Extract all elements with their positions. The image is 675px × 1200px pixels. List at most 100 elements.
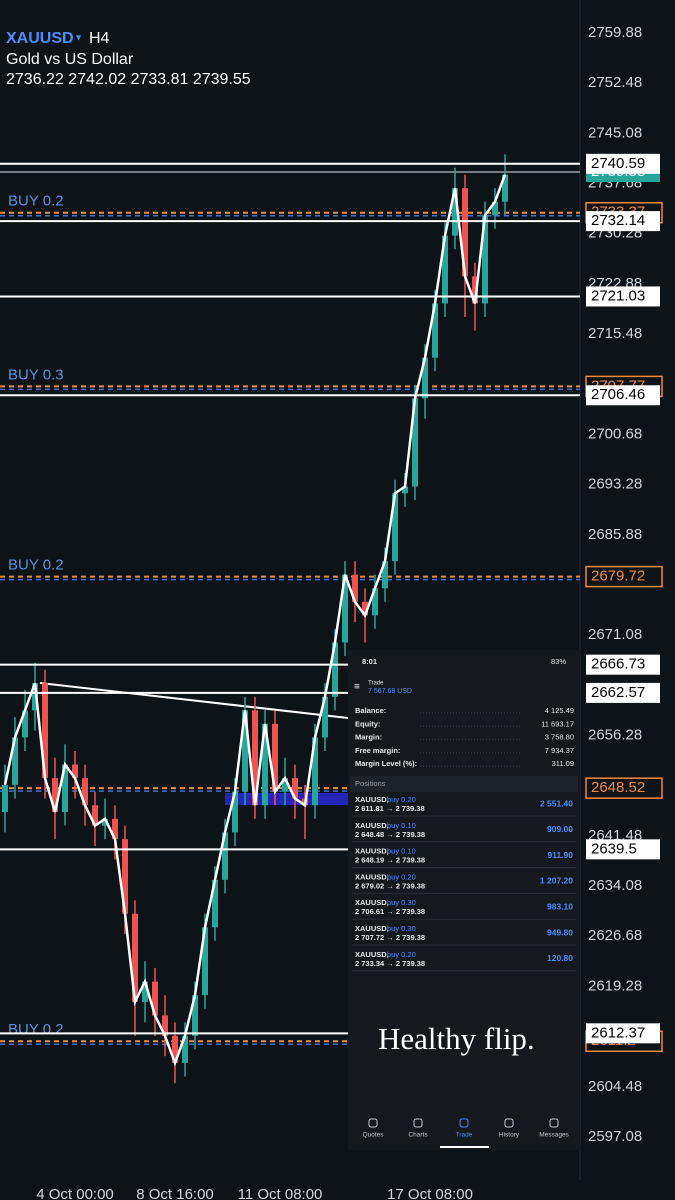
positions-title: Positions bbox=[355, 779, 386, 788]
position-symbol[interactable]: XAUUSD, bbox=[355, 950, 389, 959]
candle-body bbox=[92, 805, 98, 826]
candle-body bbox=[462, 188, 468, 277]
candle-body bbox=[372, 588, 378, 616]
candle-body bbox=[352, 574, 358, 602]
price-tick-label: 2619.28 bbox=[588, 977, 642, 994]
nav-label[interactable]: Messages bbox=[539, 1132, 569, 1139]
position-profit[interactable]: 909.00 bbox=[547, 824, 573, 834]
candle-body bbox=[242, 710, 248, 792]
position-prices[interactable]: 2 679.02 → 2 739.38 bbox=[355, 881, 425, 890]
order-label: BUY 0.2 bbox=[8, 557, 64, 574]
position-symbol[interactable]: XAUUSD, bbox=[355, 795, 389, 804]
account-value: 4 125.49 bbox=[545, 706, 574, 715]
position-symbol[interactable]: XAUUSD, bbox=[355, 872, 389, 881]
position-profit[interactable]: 911.90 bbox=[547, 850, 573, 860]
position-side[interactable]: buy 0.10 bbox=[387, 847, 416, 856]
position-side[interactable]: buy 0.20 bbox=[387, 795, 416, 804]
level-tag-label: 2639.5 bbox=[591, 840, 637, 857]
candle-body bbox=[232, 791, 238, 833]
position-prices[interactable]: 2 706.61 → 2 739.38 bbox=[355, 907, 425, 916]
candle-body bbox=[192, 995, 198, 1036]
candle-body bbox=[442, 235, 448, 304]
price-tick-label: 2626.68 bbox=[588, 927, 642, 944]
account-label: Equity: bbox=[355, 719, 380, 728]
nav-label[interactable]: History bbox=[499, 1132, 520, 1139]
candle-body bbox=[32, 683, 38, 711]
level-tag bbox=[586, 286, 660, 307]
position-symbol[interactable]: XAUUSD, bbox=[355, 821, 389, 830]
price-tag bbox=[585, 777, 663, 799]
position-side[interactable]: buy 0.30 bbox=[387, 898, 416, 907]
position-profit[interactable]: 983.10 bbox=[547, 901, 573, 911]
candle-body bbox=[122, 839, 128, 914]
trend-line bbox=[39, 682, 349, 719]
candle-body bbox=[492, 201, 498, 216]
nav-icon[interactable] bbox=[368, 1118, 378, 1128]
position-side[interactable]: buy 0.30 bbox=[387, 924, 416, 933]
candle-body bbox=[132, 913, 138, 1002]
level-tag bbox=[586, 839, 660, 860]
position-symbol[interactable]: XAUUSD, bbox=[355, 924, 389, 933]
level-tag bbox=[586, 211, 660, 232]
menu-icon[interactable]: ≡ bbox=[354, 682, 360, 693]
nav-label[interactable]: Trade bbox=[456, 1132, 473, 1139]
level-tag bbox=[586, 654, 660, 675]
position-prices[interactable]: 2 648.19 → 2 739.38 bbox=[355, 856, 425, 865]
candle-body bbox=[342, 574, 348, 643]
level-tag-label: 2662.57 bbox=[591, 684, 645, 701]
dropdown[interactable]: ▾ bbox=[76, 33, 81, 44]
candle-body bbox=[52, 778, 58, 813]
candle-body bbox=[62, 764, 68, 813]
account-label: Balance: bbox=[355, 706, 386, 715]
candle-body bbox=[412, 398, 418, 487]
candle-body bbox=[262, 723, 268, 806]
position-side[interactable]: buy 0.10 bbox=[387, 821, 416, 830]
candle-body bbox=[292, 778, 298, 799]
symbol[interactable]: XAUUSD bbox=[6, 30, 74, 47]
time-label: 17 Oct 08:00 bbox=[387, 1186, 473, 1200]
account-label: Margin: bbox=[355, 733, 382, 742]
status-battery: 83% bbox=[551, 657, 566, 666]
nav-label[interactable]: Quotes bbox=[363, 1132, 385, 1139]
nav-icon[interactable] bbox=[549, 1118, 559, 1128]
candle-body bbox=[212, 879, 218, 928]
position-prices[interactable]: 2 733.34 → 2 739.38 bbox=[355, 959, 425, 968]
level-tag-label: 2666.73 bbox=[591, 656, 645, 673]
candle-body bbox=[2, 784, 8, 813]
candle-body bbox=[452, 188, 458, 236]
position-symbol[interactable]: XAUUSD, bbox=[355, 847, 389, 856]
timeframe[interactable]: H4 bbox=[89, 30, 110, 47]
zone bbox=[225, 793, 348, 805]
position-symbol[interactable]: XAUUSD, bbox=[355, 898, 389, 907]
candle-body bbox=[472, 276, 478, 304]
nav-label[interactable]: Charts bbox=[408, 1132, 428, 1139]
order-label: BUY 0.3 bbox=[8, 366, 64, 383]
position-side[interactable]: buy 0.20 bbox=[387, 872, 416, 881]
position-prices[interactable]: 2 611.81 → 2 739.38 bbox=[355, 804, 425, 813]
position-profit[interactable]: 120.80 bbox=[547, 953, 573, 963]
position-side[interactable]: buy 0.20 bbox=[387, 950, 416, 959]
level-tag-label: 2732.14 bbox=[591, 212, 645, 229]
position-profit[interactable]: 2 551.40 bbox=[540, 798, 573, 808]
time-label: 8 Oct 16:00 bbox=[136, 1186, 214, 1200]
positions-header bbox=[350, 776, 578, 792]
candle-body bbox=[312, 737, 318, 806]
level-tag-label: 2612.37 bbox=[591, 1024, 645, 1041]
close-line bbox=[3, 174, 507, 1067]
level-tag bbox=[586, 682, 660, 703]
level-tag bbox=[586, 153, 660, 174]
nav-icon[interactable] bbox=[413, 1118, 423, 1128]
nav-icon[interactable] bbox=[459, 1118, 469, 1128]
nav-icon[interactable] bbox=[504, 1118, 514, 1128]
candle-body bbox=[382, 561, 388, 589]
position-profit[interactable]: 1 207.20 bbox=[540, 876, 573, 886]
candle-body bbox=[22, 710, 28, 738]
position-prices[interactable]: 2 707.72 → 2 739.38 bbox=[355, 933, 425, 942]
candle-body bbox=[72, 764, 78, 779]
position-profit[interactable]: 949.80 bbox=[547, 927, 573, 937]
account-label: Margin Level (%): bbox=[355, 759, 417, 768]
balance-line: 7 567.68 USD bbox=[368, 688, 412, 695]
account-value: 7 934.37 bbox=[545, 746, 574, 755]
position-prices[interactable]: 2 648.48 → 2 739.38 bbox=[355, 830, 425, 839]
